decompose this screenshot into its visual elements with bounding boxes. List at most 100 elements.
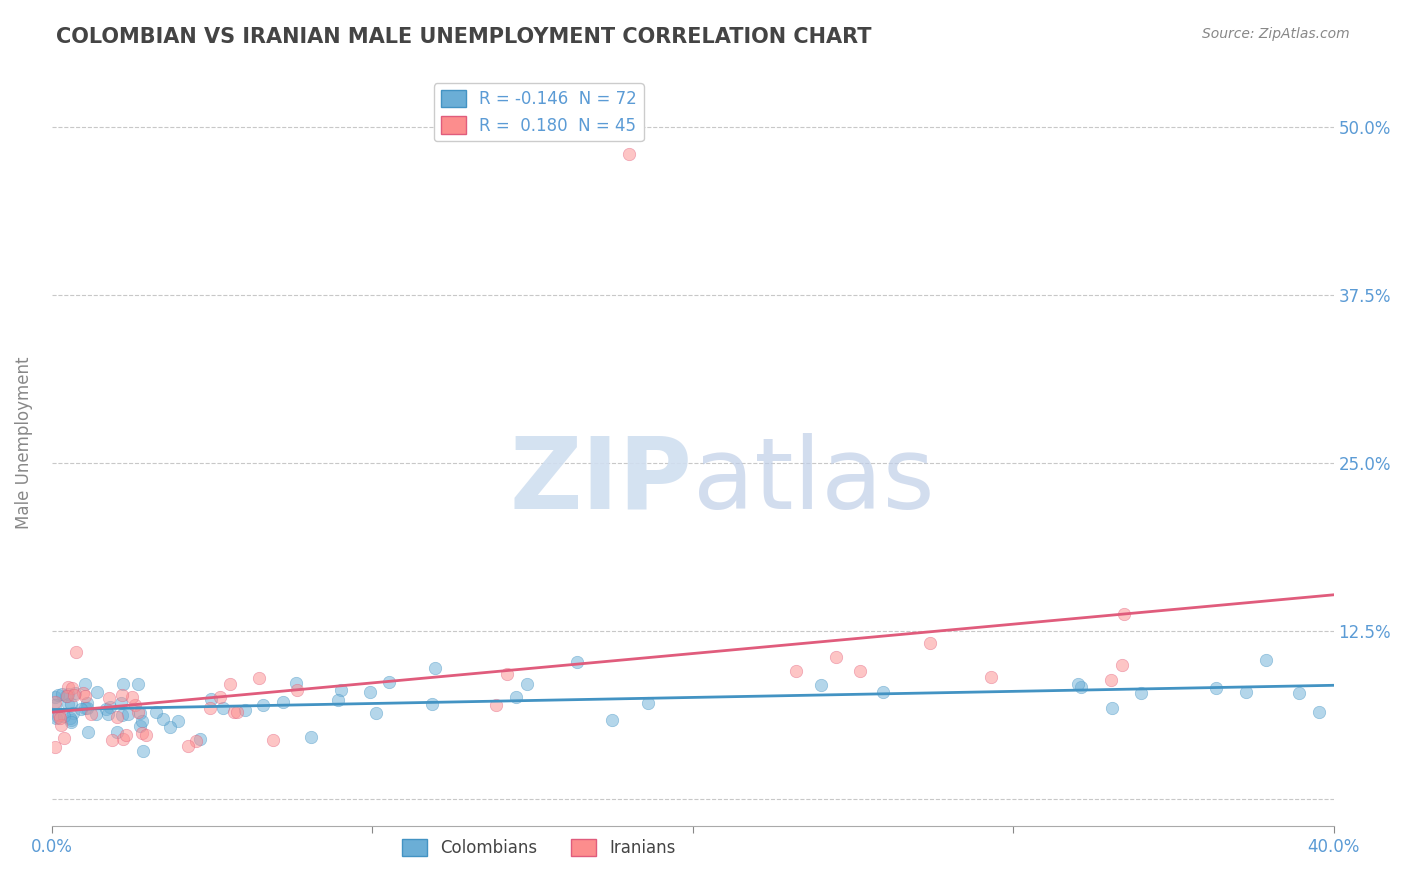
Iranians [617, 146, 640, 161]
Colombians [364, 706, 387, 720]
Iranians [825, 649, 848, 664]
Colombians [600, 713, 623, 727]
Iranians [110, 688, 132, 702]
Iranians [135, 728, 157, 742]
Colombians [284, 676, 307, 690]
Colombians [60, 713, 83, 727]
Iranians [101, 732, 124, 747]
Iranians [124, 698, 146, 712]
Colombians [94, 702, 117, 716]
Colombians [1234, 685, 1257, 699]
Colombians [330, 683, 353, 698]
Iranians [849, 665, 872, 679]
Colombians [1205, 681, 1227, 696]
Colombians [188, 732, 211, 747]
Colombians [1288, 685, 1310, 699]
Colombians [872, 685, 894, 699]
Colombians [200, 692, 222, 706]
Colombians [117, 706, 139, 721]
Colombians [96, 707, 118, 722]
Iranians [58, 680, 80, 694]
Iranians [51, 718, 73, 732]
Y-axis label: Male Unemployment: Male Unemployment [15, 357, 32, 529]
Colombians [44, 698, 66, 712]
Iranians [247, 671, 270, 685]
Iranians [63, 688, 86, 702]
Iranians [1111, 658, 1133, 673]
Iranians [48, 708, 70, 723]
Colombians [1130, 686, 1153, 700]
Iranians [121, 690, 143, 705]
Iranians [1112, 607, 1135, 622]
Colombians [252, 698, 274, 713]
Colombians [423, 661, 446, 675]
Iranians [131, 725, 153, 739]
Colombians [55, 690, 77, 704]
Iranians [75, 690, 97, 704]
Colombians [167, 714, 190, 729]
Colombians [46, 710, 69, 724]
Iranians [65, 645, 87, 659]
Colombians [53, 709, 76, 723]
Iranians [485, 698, 508, 712]
Iranians [44, 695, 66, 709]
Iranians [218, 677, 240, 691]
Iranians [186, 733, 208, 747]
Colombians [76, 725, 98, 739]
Colombians [159, 720, 181, 734]
Colombians [233, 703, 256, 717]
Iranians [225, 705, 247, 719]
Iranians [98, 690, 121, 705]
Colombians [810, 678, 832, 692]
Colombians [505, 690, 527, 705]
Colombians [110, 696, 132, 710]
Colombians [271, 695, 294, 709]
Colombians [111, 708, 134, 723]
Colombians [76, 700, 98, 714]
Iranians [112, 731, 135, 746]
Colombians [212, 701, 235, 715]
Legend: Colombians, Iranians: Colombians, Iranians [395, 832, 682, 864]
Iranians [785, 664, 807, 678]
Colombians [76, 696, 98, 710]
Colombians [377, 675, 399, 690]
Colombians [127, 677, 149, 691]
Colombians [1067, 677, 1090, 691]
Text: Source: ZipAtlas.com: Source: ZipAtlas.com [1202, 27, 1350, 41]
Colombians [420, 697, 443, 711]
Colombians [84, 706, 107, 721]
Iranians [285, 683, 308, 698]
Colombians [637, 697, 659, 711]
Iranians [200, 701, 222, 715]
Iranians [262, 733, 284, 747]
Iranians [44, 739, 66, 754]
Colombians [44, 690, 66, 704]
Colombians [63, 686, 86, 700]
Colombians [145, 705, 167, 719]
Colombians [56, 697, 79, 711]
Colombians [98, 700, 121, 714]
Colombians [45, 711, 67, 725]
Text: ZIP: ZIP [510, 433, 693, 530]
Colombians [131, 714, 153, 729]
Colombians [112, 677, 135, 691]
Iranians [222, 706, 245, 720]
Colombians [60, 697, 83, 711]
Colombians [73, 677, 96, 691]
Iranians [1099, 673, 1122, 688]
Iranians [52, 731, 75, 745]
Colombians [128, 706, 150, 721]
Colombians [51, 687, 73, 701]
Colombians [60, 715, 83, 730]
Text: atlas: atlas [693, 433, 934, 530]
Iranians [127, 706, 149, 720]
Colombians [62, 706, 84, 720]
Colombians [86, 685, 108, 699]
Colombians [46, 688, 69, 702]
Iranians [60, 681, 83, 695]
Colombians [1070, 680, 1092, 694]
Iranians [72, 685, 94, 699]
Iranians [496, 667, 519, 681]
Colombians [69, 702, 91, 716]
Colombians [1101, 700, 1123, 714]
